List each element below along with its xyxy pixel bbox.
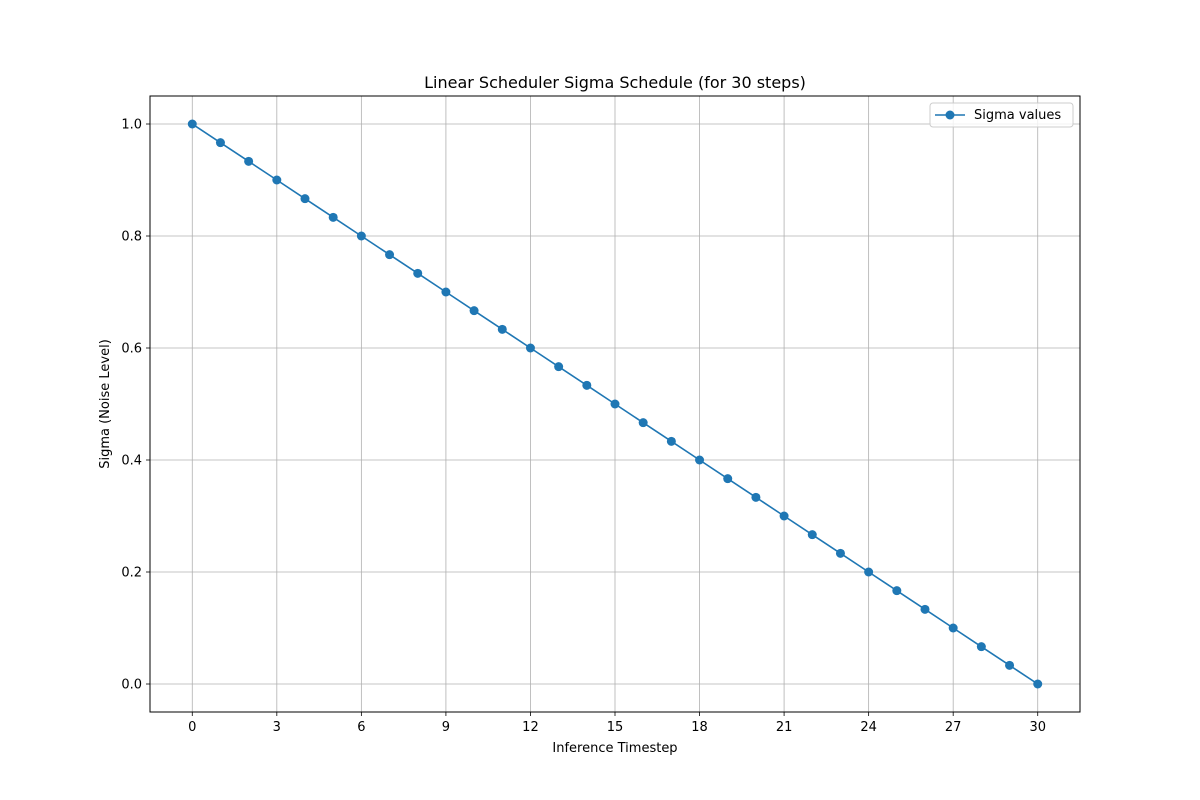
data-point — [413, 268, 423, 278]
legend-entry-sigma-values: Sigma values — [974, 108, 1061, 123]
data-point — [187, 119, 197, 129]
data-point — [356, 231, 366, 241]
x-tick-label: 18 — [691, 720, 708, 735]
legend-box — [929, 102, 1074, 128]
data-point — [328, 212, 338, 222]
series-layer — [187, 119, 1043, 689]
x-axis-ticks: 0 3 6 9 12 15 18 21 24 27 30 — [188, 712, 1046, 735]
data-point — [976, 642, 986, 652]
data-point — [723, 474, 733, 484]
data-point — [610, 399, 620, 409]
data-point — [1033, 679, 1043, 689]
data-point — [751, 492, 761, 502]
y-tick-label: 0.0 — [121, 678, 142, 693]
data-point — [582, 380, 592, 390]
data-point — [497, 324, 507, 334]
data-point — [835, 548, 845, 558]
data-point — [864, 567, 874, 577]
x-tick-label: 15 — [607, 720, 624, 735]
data-point — [215, 138, 225, 148]
x-tick-label: 0 — [188, 720, 196, 735]
x-tick-label: 9 — [442, 720, 450, 735]
data-point — [920, 604, 930, 614]
x-tick-label: 3 — [273, 720, 281, 735]
data-point — [441, 287, 451, 297]
data-point — [807, 530, 817, 540]
data-point — [666, 436, 676, 446]
y-tick-label: 0.6 — [121, 342, 142, 357]
y-tick-label: 1.0 — [121, 118, 142, 133]
x-tick-label: 24 — [860, 720, 877, 735]
data-point — [1005, 660, 1015, 670]
data-point — [525, 343, 535, 353]
legend: Sigma values — [929, 102, 1074, 128]
legend-marker-swatch — [945, 110, 955, 120]
data-point — [554, 362, 564, 372]
data-point — [469, 306, 479, 316]
x-axis-label: Inference Timestep — [552, 741, 677, 756]
x-tick-label: 27 — [945, 720, 962, 735]
y-tick-label: 0.8 — [121, 230, 142, 245]
data-point — [638, 418, 648, 428]
data-point — [385, 250, 395, 260]
data-point — [948, 623, 958, 633]
x-tick-label: 21 — [776, 720, 793, 735]
data-point — [300, 194, 310, 204]
data-point — [779, 511, 789, 521]
data-point — [695, 455, 705, 465]
data-point — [272, 175, 282, 185]
x-tick-label: 30 — [1029, 720, 1046, 735]
data-point — [244, 156, 254, 166]
x-tick-label: 12 — [522, 720, 539, 735]
y-axis-label: Sigma (Noise Level) — [98, 339, 113, 469]
grid-lines — [150, 96, 1080, 712]
y-tick-label: 0.2 — [121, 566, 142, 581]
y-tick-label: 0.4 — [121, 454, 142, 469]
y-axis-ticks: 0.0 0.2 0.4 0.6 0.8 1.0 — [121, 118, 150, 693]
x-tick-label: 6 — [357, 720, 365, 735]
data-point — [892, 586, 902, 596]
chart-title: Linear Scheduler Sigma Schedule (for 30 … — [424, 73, 806, 92]
